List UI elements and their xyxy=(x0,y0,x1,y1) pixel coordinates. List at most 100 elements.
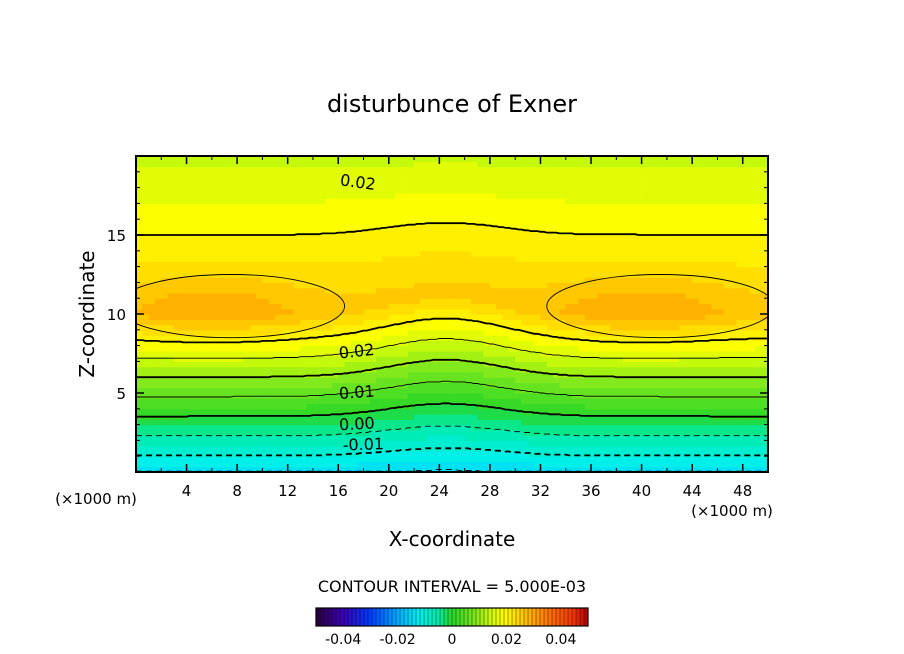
heat-cell xyxy=(628,271,636,278)
heat-cell xyxy=(622,177,630,183)
heat-cell xyxy=(565,456,573,463)
heat-cell xyxy=(331,213,339,220)
heat-cell xyxy=(300,203,308,210)
heat-cell xyxy=(268,435,276,441)
heat-cell xyxy=(508,171,516,178)
heat-cell xyxy=(249,203,257,210)
heat-cell xyxy=(199,161,207,168)
heat-cell xyxy=(363,208,371,215)
heat-cell xyxy=(433,182,440,189)
heat-cell xyxy=(325,303,333,310)
heat-cell xyxy=(546,429,554,436)
heat-cell xyxy=(534,224,542,231)
heat-cell xyxy=(584,161,592,168)
heat-cell xyxy=(584,366,592,373)
heat-cell xyxy=(534,308,542,315)
heat-cell xyxy=(161,292,169,299)
heat-cell xyxy=(192,240,200,247)
heat-cell xyxy=(388,161,396,168)
heat-cell xyxy=(262,450,270,457)
heat-cell xyxy=(515,435,523,441)
heat-cell xyxy=(578,177,586,183)
heat-cell xyxy=(237,298,245,305)
heat-cell xyxy=(300,340,308,347)
heat-cell xyxy=(464,440,472,447)
heat-cell xyxy=(180,419,188,426)
heat-cell xyxy=(458,192,466,199)
heat-cell xyxy=(186,266,194,273)
heat-cell xyxy=(363,461,371,468)
heat-cell xyxy=(635,213,643,220)
heat-cell xyxy=(584,235,592,241)
heat-cell xyxy=(192,466,200,472)
heat-cell xyxy=(268,171,276,178)
heat-cell xyxy=(584,387,592,394)
heat-cell xyxy=(224,419,232,426)
heat-cell xyxy=(559,277,567,283)
heat-cell xyxy=(628,292,636,299)
heat-cell xyxy=(616,429,624,436)
heat-cell xyxy=(256,177,263,183)
heat-cell xyxy=(243,245,251,252)
heat-cell xyxy=(647,461,655,468)
heat-cell xyxy=(192,229,200,236)
heat-cell xyxy=(218,208,226,215)
heat-cell xyxy=(325,198,333,204)
heat-cell xyxy=(477,250,485,257)
heat-cell xyxy=(249,371,257,378)
heat-cell xyxy=(654,440,662,447)
heat-cell xyxy=(565,161,573,168)
heat-cell xyxy=(414,256,421,262)
heat-cell xyxy=(470,240,478,247)
heat-cell xyxy=(420,303,428,310)
heat-cell xyxy=(192,161,200,168)
heat-cell xyxy=(477,356,485,362)
heat-cell xyxy=(395,419,403,426)
heat-cell xyxy=(338,414,346,420)
heat-cell xyxy=(312,450,320,457)
heat-cell xyxy=(597,229,605,236)
heat-cell xyxy=(249,182,257,189)
heat-cell xyxy=(388,298,396,305)
heat-cell xyxy=(591,461,598,468)
heat-cell xyxy=(306,345,314,352)
heat-cell xyxy=(603,287,611,294)
heat-cell xyxy=(483,356,491,362)
heat-cell xyxy=(407,419,415,426)
heat-cell xyxy=(237,387,245,394)
heat-cell xyxy=(357,235,365,241)
heat-cell xyxy=(218,435,226,441)
heat-cell xyxy=(388,440,396,447)
heat-cell xyxy=(464,203,472,210)
heat-cell xyxy=(407,408,415,415)
heat-cell xyxy=(331,235,339,241)
heat-cell xyxy=(287,377,295,384)
heat-cell xyxy=(420,256,428,262)
heat-cell xyxy=(268,235,276,241)
heat-cell xyxy=(616,161,624,168)
heat-cell xyxy=(161,235,169,241)
heat-cell xyxy=(287,292,295,299)
heat-cell xyxy=(325,287,333,294)
heat-cell xyxy=(287,266,295,273)
heat-cell xyxy=(395,429,403,436)
heat-cell xyxy=(477,440,485,447)
heat-cell xyxy=(470,208,478,215)
heat-cell xyxy=(515,303,523,310)
heat-cell xyxy=(338,156,346,162)
heat-cell xyxy=(420,171,428,178)
heat-cell xyxy=(154,198,162,204)
heat-cell xyxy=(369,377,377,384)
heat-cell xyxy=(565,198,573,204)
heat-cell xyxy=(180,466,188,472)
heat-cell xyxy=(654,356,662,362)
heat-cell xyxy=(483,245,491,252)
heat-cell xyxy=(331,440,339,447)
heat-cell xyxy=(382,314,390,320)
heat-cell xyxy=(268,266,276,273)
heat-cell xyxy=(376,224,384,231)
heat-cell xyxy=(660,450,668,457)
heat-cell xyxy=(559,240,567,247)
heat-cell xyxy=(572,319,579,326)
heat-cell xyxy=(464,224,472,231)
